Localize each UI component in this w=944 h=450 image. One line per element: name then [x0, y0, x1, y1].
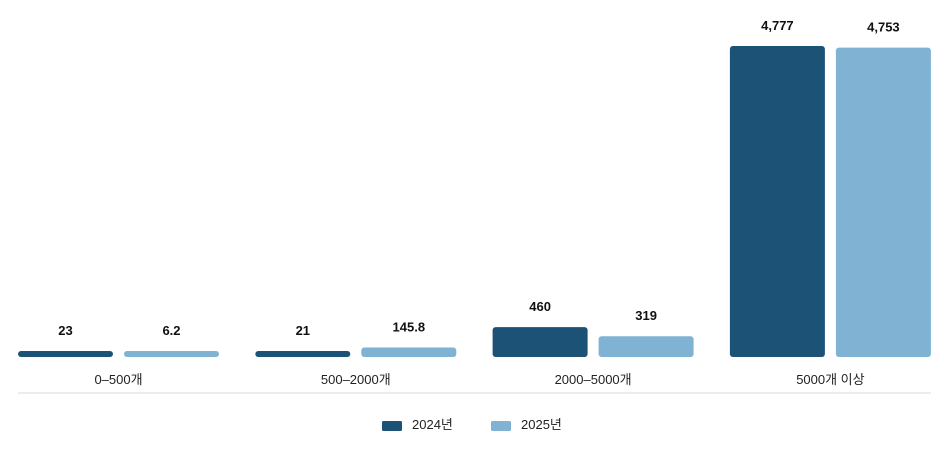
bar-2024-cat0	[18, 351, 113, 357]
bar-2025-cat3	[835, 47, 931, 357]
category-label-1: 500–2000개	[321, 372, 391, 387]
category-label-3: 5000개 이상	[796, 372, 864, 387]
legend-label-2025: 2025년	[521, 417, 562, 432]
value-label-2025-cat1: 145.8	[393, 320, 426, 335]
value-label-2025-cat2: 319	[635, 308, 657, 323]
value-label-2025-cat0: 6.2	[162, 323, 180, 338]
category-label-2: 2000–5000개	[555, 372, 632, 387]
bar-2024-cat3	[729, 46, 825, 357]
value-label-2024-cat3: 4,777	[761, 18, 794, 33]
value-label-2024-cat1: 21	[296, 323, 310, 338]
value-label-2024-cat0: 23	[58, 323, 72, 338]
legend-swatch-2024	[382, 421, 402, 431]
legend-label-2024: 2024년	[412, 417, 453, 432]
value-label-2025-cat3: 4,753	[867, 20, 900, 35]
category-labels-layer: 0–500개 500–2000개 2000–5000개 5000개 이상	[94, 372, 864, 387]
value-label-2024-cat2: 460	[529, 299, 551, 314]
bars-layer	[18, 46, 931, 357]
bar-2025-cat2	[598, 336, 694, 357]
bar-2024-cat2	[492, 327, 588, 357]
bar-2024-cat1	[255, 351, 351, 357]
bar-2025-cat1	[361, 347, 457, 357]
legend-swatch-2025	[491, 421, 511, 431]
bar-2025-cat0	[124, 351, 219, 357]
legend: 2024년 2025년	[382, 417, 562, 432]
category-label-0: 0–500개	[94, 372, 142, 387]
value-labels-layer: 23 6.2 21 145.8 460 319 4,777 4,753	[58, 18, 899, 338]
